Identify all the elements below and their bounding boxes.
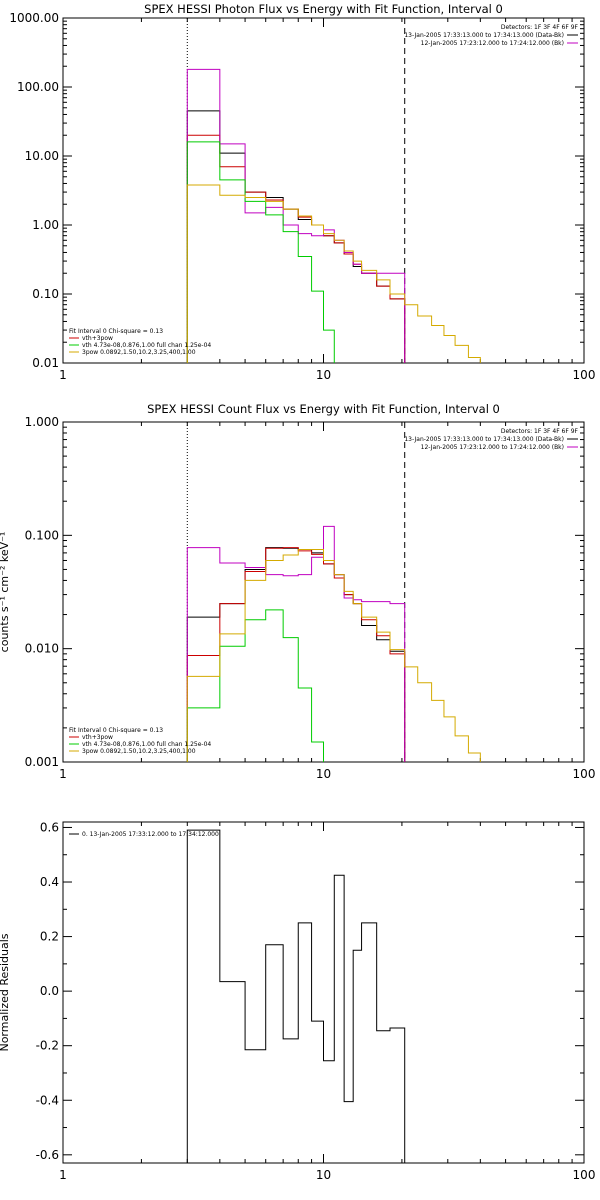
series-5-line: [186, 548, 481, 762]
y-tick-label: 0.010: [25, 642, 59, 656]
series-4-line: [186, 141, 335, 363]
y-tick-label: 0.10: [32, 287, 59, 301]
x-tick-label: 100: [573, 1168, 596, 1182]
y-axis-label: counts s⁻¹ cm⁻² keV⁻¹: [0, 532, 11, 653]
chart-title: SPEX HESSI Photon Flux vs Energy with Fi…: [144, 2, 503, 16]
series-1-line: [186, 829, 406, 1163]
y-tick-label: 1000.00: [9, 11, 59, 25]
x-tick-label: 10: [316, 1168, 331, 1182]
plot-area: [186, 422, 481, 762]
series-4-line: [186, 609, 324, 762]
y-tick-label: 0.0: [40, 984, 59, 998]
y-tick-label: 10.00: [25, 149, 59, 163]
legend-left-header: Fit Interval 0 Chi-square = 0.13: [69, 727, 163, 734]
chart-title: SPEX HESSI Count Flux vs Energy with Fit…: [147, 402, 500, 416]
detectors-label: Detectors: 1F 3F 4F 6F 9F: [501, 24, 579, 31]
y-tick-label: 1.000: [25, 415, 59, 429]
y-tick-label: 100.00: [17, 80, 59, 94]
legend-left-label: 3pow 0.0892,1.50,10.2,3.25,400,1.00: [82, 349, 196, 356]
y-tick-label: 1.00: [32, 218, 59, 232]
legend-left-header: Fit Interval 0 Chi-square = 0.13: [69, 328, 163, 335]
legend-left-label: vth 4.73e-08,0.876,1.00 full chan 1.25e-…: [82, 741, 211, 748]
x-tick-label: 10: [316, 767, 331, 781]
legend-left-label: vth 4.73e-08,0.876,1.00 full chan 1.25e-…: [82, 342, 211, 349]
detectors-label: Detectors: 1F 3F 4F 6F 9F: [501, 428, 579, 435]
legend-right-label: 12-Jan-2005 17:23:12.000 to 17:24:12.000…: [421, 444, 564, 451]
legend-right-label: 13-Jan-2005 17:33:13.000 to 17:34:13.000…: [404, 436, 564, 443]
x-tick-label: 100: [573, 767, 596, 781]
legend-right-label: 13-Jan-2005 17:33:13.000 to 17:34:13.000…: [404, 32, 564, 39]
x-tick-label: 1: [59, 1168, 67, 1182]
plot-area: [186, 829, 406, 1163]
y-tick-label: 0.2: [40, 930, 59, 944]
legend-left-label: vth+3pow: [82, 734, 113, 741]
legend-label: 0. 13-Jan-2005 17:33:12.000 to 17:34:12.…: [82, 831, 219, 838]
y-tick-label: 0.6: [40, 820, 59, 834]
legend-left-label: 3pow 0.0892,1.50,10.2,3.25,400,1.00: [82, 748, 196, 755]
y-tick-label: -0.2: [36, 1039, 59, 1053]
series-5-line: [186, 184, 481, 363]
x-tick-label: 1: [59, 368, 67, 382]
y-tick-label: 0.01: [32, 356, 59, 370]
y-tick-label: -0.4: [36, 1093, 59, 1107]
y-tick-label: -0.6: [36, 1148, 59, 1162]
y-axis-label: Normalized Residuals: [0, 933, 11, 1051]
legend-left-label: vth+3pow: [82, 335, 113, 342]
plot-frame: [62, 421, 585, 763]
y-tick-label: 0.4: [40, 875, 59, 889]
y-tick-label: 0.100: [25, 528, 59, 542]
x-tick-label: 1: [59, 767, 67, 781]
chart-panel-1: SPEX HESSI Photon Flux vs Energy with Fi…: [9, 2, 596, 382]
legend-right-label: 12-Jan-2005 17:23:12.000 to 17:24:12.000…: [421, 40, 564, 47]
plot-area: [186, 18, 481, 363]
y-tick-label: 0.001: [25, 755, 59, 769]
x-tick-label: 100: [573, 368, 596, 382]
chart-panel-3: 1 10 100 -0.6 -0.4 -0.2 0.0 0.2 0.4 0.6 Normalized…: [0, 820, 596, 1182]
x-tick-label: 10: [316, 368, 331, 382]
chart-panel-2: SPEX HESSI Count Flux vs Energy with Fit…: [0, 402, 596, 781]
series-3-line: [186, 68, 406, 363]
plot-frame: [62, 821, 585, 1164]
